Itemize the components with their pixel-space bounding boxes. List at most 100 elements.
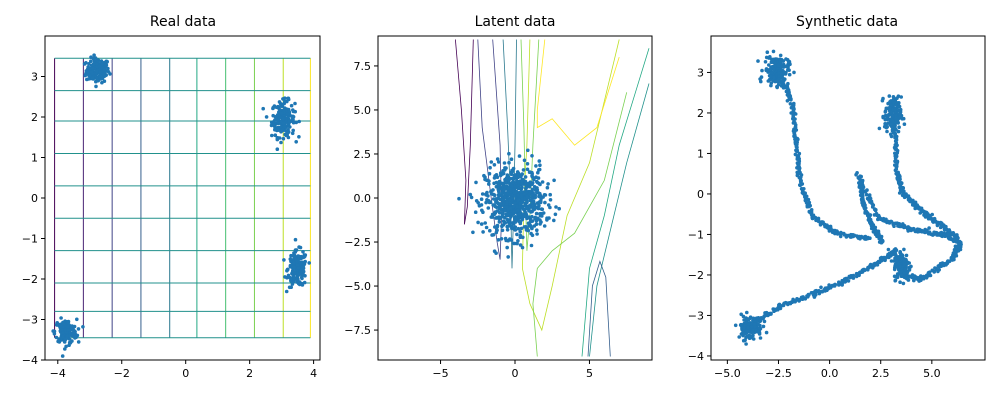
data-point — [72, 331, 77, 336]
data-point — [289, 253, 293, 258]
data-point — [516, 175, 520, 179]
data-point — [522, 214, 527, 218]
data-point — [525, 167, 530, 172]
data-point — [299, 267, 304, 271]
data-point — [769, 71, 774, 75]
data-point — [284, 133, 289, 138]
data-point — [894, 103, 898, 107]
data-point — [298, 245, 303, 250]
data-point — [517, 212, 522, 216]
data-point — [530, 182, 534, 187]
data-point — [749, 335, 754, 340]
panel-latent-data: Latent data −5 0 5 7.5 5.0 2.5 0.0 −2.5 −5.0 −7.… — [344, 14, 653, 380]
data-point — [772, 67, 776, 72]
data-point — [902, 247, 906, 252]
data-point — [942, 263, 946, 267]
data-point — [76, 340, 81, 344]
data-point — [518, 243, 523, 247]
x-tick-label: −2.5 — [765, 367, 792, 380]
data-point — [767, 63, 771, 67]
data-point — [273, 127, 277, 132]
data-point — [526, 148, 530, 153]
data-point — [499, 202, 503, 206]
data-point — [902, 225, 906, 230]
data-point — [474, 199, 479, 203]
data-point — [524, 186, 528, 190]
data-point — [506, 186, 511, 190]
data-point — [749, 330, 754, 335]
contour-line — [587, 260, 611, 357]
data-point — [889, 134, 894, 139]
data-point — [787, 72, 792, 77]
data-point — [493, 211, 498, 215]
data-point — [810, 216, 815, 221]
data-point — [893, 278, 898, 283]
data-point — [499, 237, 504, 241]
data-point — [503, 208, 507, 213]
data-point — [66, 328, 71, 332]
data-point — [106, 66, 110, 71]
data-point — [809, 210, 814, 214]
y-tick-label: 5.0 — [354, 104, 372, 117]
data-point — [102, 72, 106, 76]
data-point — [89, 70, 94, 74]
data-point — [893, 156, 898, 160]
data-point — [769, 311, 773, 316]
x-tick-label: −5.0 — [714, 367, 741, 380]
data-point — [292, 120, 296, 124]
data-point — [102, 67, 107, 72]
data-point — [793, 121, 797, 125]
data-point — [746, 325, 750, 330]
data-point — [737, 335, 741, 339]
data-point — [792, 131, 796, 136]
data-point — [552, 218, 556, 223]
x-tick-label: 0 — [512, 367, 519, 380]
data-point — [893, 265, 897, 270]
data-point — [534, 219, 539, 223]
point-cloud — [51, 53, 312, 358]
y-tick-label: −3 — [22, 314, 38, 327]
data-point — [519, 181, 524, 186]
panel-synthetic-data: Synthetic data −5.0 −2.5 0.0 2.5 5.0 −4−3−2−… — [688, 14, 986, 380]
data-point — [901, 281, 906, 286]
data-point — [264, 115, 269, 119]
data-point — [799, 179, 803, 183]
data-point — [552, 178, 556, 183]
data-point — [295, 263, 300, 267]
data-point — [276, 128, 281, 132]
data-point — [533, 215, 538, 220]
data-point — [775, 306, 780, 311]
data-point — [889, 219, 893, 224]
data-point — [538, 191, 542, 196]
data-point — [297, 119, 302, 124]
data-point — [473, 210, 478, 214]
data-point — [827, 283, 831, 287]
data-point — [513, 220, 518, 224]
data-point — [87, 74, 92, 78]
data-point — [261, 106, 266, 111]
x-tick-label: 5 — [586, 367, 593, 380]
data-point — [898, 115, 902, 119]
y-tick-label: 2.5 — [354, 148, 372, 161]
data-point — [851, 276, 856, 280]
data-point — [302, 261, 307, 266]
data-point — [81, 325, 85, 329]
data-point — [896, 255, 901, 259]
data-point — [277, 100, 282, 104]
data-point — [292, 253, 297, 258]
data-point — [956, 236, 960, 240]
data-point — [487, 171, 492, 176]
data-point — [520, 199, 525, 204]
data-point — [521, 168, 526, 172]
data-point — [542, 193, 547, 197]
data-point — [776, 82, 781, 87]
data-point — [539, 207, 544, 211]
data-point — [302, 255, 306, 259]
data-point — [813, 289, 817, 293]
data-point — [742, 332, 747, 336]
data-point — [57, 337, 61, 342]
data-point — [288, 125, 292, 129]
data-point — [799, 175, 803, 179]
data-point — [883, 110, 888, 114]
data-point — [530, 214, 534, 219]
